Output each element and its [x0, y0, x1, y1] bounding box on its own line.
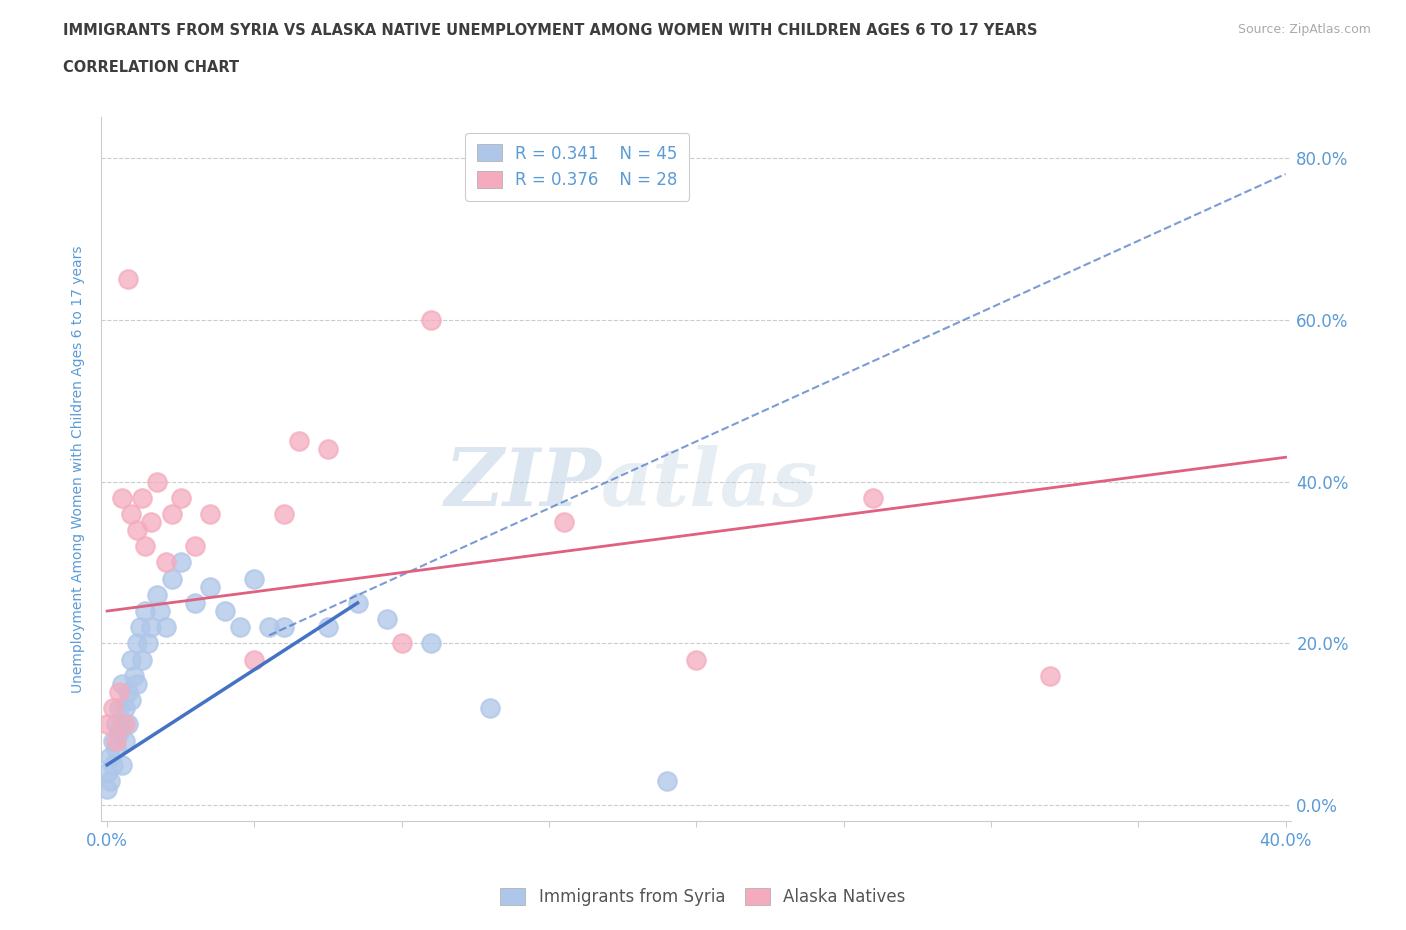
Point: [125, 636, 148, 651]
Point: [134, 538, 156, 553]
Point: [214, 604, 236, 618]
Point: [1039, 669, 1062, 684]
Point: [111, 490, 134, 505]
Point: [98, 774, 121, 789]
Point: [141, 514, 163, 529]
Point: [125, 676, 148, 691]
Point: [146, 474, 169, 489]
Point: [170, 490, 193, 505]
Point: [117, 272, 139, 286]
Point: [391, 636, 413, 651]
Point: [316, 442, 339, 457]
Text: atlas: atlas: [602, 445, 818, 523]
Point: [98, 750, 121, 764]
Point: [862, 490, 884, 505]
Point: [120, 693, 142, 708]
Point: [111, 757, 134, 772]
Point: [273, 507, 295, 522]
Point: [685, 652, 707, 667]
Point: [200, 579, 222, 594]
Point: [96, 765, 118, 780]
Point: [128, 619, 150, 634]
Point: [200, 507, 222, 522]
Point: [108, 684, 131, 699]
Point: [117, 717, 139, 732]
Point: [96, 782, 118, 797]
Point: [146, 588, 169, 603]
Point: [141, 619, 163, 634]
Point: [101, 700, 124, 715]
Point: [111, 717, 134, 732]
Point: [257, 619, 280, 634]
Point: [117, 684, 139, 699]
Point: [101, 733, 124, 748]
Point: [375, 612, 398, 627]
Point: [243, 652, 266, 667]
Y-axis label: Unemployment Among Women with Children Ages 6 to 17 years: Unemployment Among Women with Children A…: [72, 246, 86, 693]
Text: ZIP: ZIP: [444, 445, 602, 523]
Text: CORRELATION CHART: CORRELATION CHART: [63, 60, 239, 75]
Point: [138, 636, 160, 651]
Point: [104, 733, 127, 748]
Point: [273, 619, 295, 634]
Point: [149, 604, 172, 618]
Point: [125, 523, 148, 538]
Point: [96, 717, 118, 732]
Point: [243, 571, 266, 586]
Point: [184, 538, 207, 553]
Point: [104, 741, 127, 756]
Point: [114, 733, 136, 748]
Point: [655, 774, 678, 789]
Point: [553, 514, 575, 529]
Legend: Immigrants from Syria, Alaska Natives: Immigrants from Syria, Alaska Natives: [494, 881, 912, 912]
Point: [131, 652, 153, 667]
Point: [287, 433, 309, 448]
Point: [114, 700, 136, 715]
Point: [228, 619, 250, 634]
Point: [104, 717, 127, 732]
Point: [155, 555, 177, 570]
Point: [479, 700, 502, 715]
Point: [155, 619, 177, 634]
Point: [160, 571, 183, 586]
Point: [134, 604, 156, 618]
Point: [160, 507, 183, 522]
Point: [101, 757, 124, 772]
Point: [184, 595, 207, 610]
Point: [346, 595, 368, 610]
Point: [114, 717, 136, 732]
Legend: R = 0.341    N = 45, R = 0.376    N = 28: R = 0.341 N = 45, R = 0.376 N = 28: [465, 133, 689, 201]
Point: [131, 490, 153, 505]
Point: [120, 507, 142, 522]
Point: [420, 312, 443, 327]
Point: [108, 725, 131, 740]
Text: IMMIGRANTS FROM SYRIA VS ALASKA NATIVE UNEMPLOYMENT AMONG WOMEN WITH CHILDREN AG: IMMIGRANTS FROM SYRIA VS ALASKA NATIVE U…: [63, 23, 1038, 38]
Point: [316, 619, 339, 634]
Point: [122, 669, 145, 684]
Point: [170, 555, 193, 570]
Point: [120, 652, 142, 667]
Point: [108, 700, 131, 715]
Text: Source: ZipAtlas.com: Source: ZipAtlas.com: [1237, 23, 1371, 36]
Point: [111, 676, 134, 691]
Point: [420, 636, 443, 651]
